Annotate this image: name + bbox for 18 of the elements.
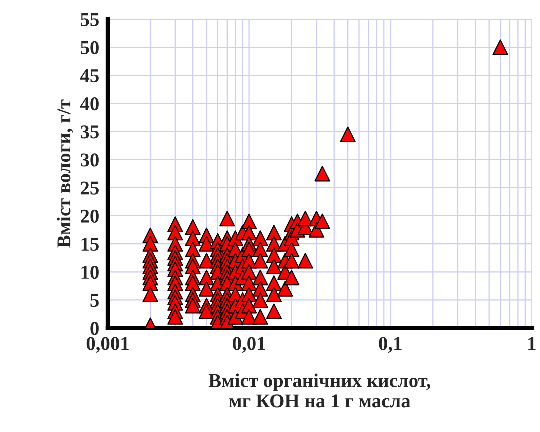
y-tick-label: 35	[80, 126, 99, 139]
y-tick-label: 30	[80, 154, 99, 167]
y-tick-label: 40	[80, 97, 99, 111]
x-tick-label: 1	[528, 337, 536, 350]
y-tick-label: 45	[80, 70, 99, 83]
y-axis-title: Вміст вологи, г/т	[57, 100, 74, 248]
y-tick-label: 25	[81, 182, 99, 195]
y-tick-label: 10	[82, 266, 99, 280]
x-tick-label: 0,01	[233, 337, 266, 354]
y-tick-label: 50	[81, 41, 99, 54]
y-tick-label: 0	[90, 322, 99, 336]
x-tick-label: 0,001	[86, 337, 129, 354]
x-tick-label: 0,1	[379, 337, 402, 354]
y-tick-label: 5	[90, 294, 99, 308]
y-tick-label: 20	[81, 210, 99, 223]
x-axis-title: Вміст органічних кислот, мг КОН на 1 г масла	[208, 374, 431, 408]
y-tick-label: 15	[82, 238, 99, 252]
y-tick-label: 55	[81, 13, 99, 26]
